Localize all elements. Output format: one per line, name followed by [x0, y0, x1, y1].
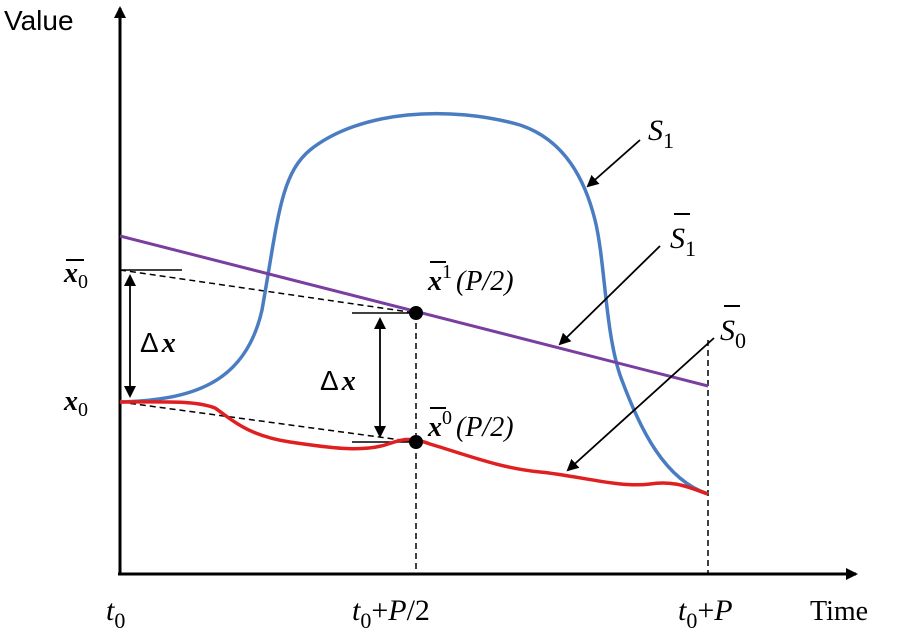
label-xbar0-point: x0 (P/2) [427, 407, 514, 443]
label-s1: S1 [648, 114, 674, 153]
pointer-arrow-s1 [586, 139, 641, 188]
pointer-arrow-s0bar [566, 337, 715, 472]
label-s0bar: S0 [720, 305, 746, 353]
tick-t-half: t0+P/2 [352, 594, 430, 632]
svg-text:x0: x0 [63, 258, 88, 293]
svg-text:S0: S0 [720, 314, 746, 353]
y-mark-x0: x0 [63, 386, 88, 421]
svg-text:x0: x0 [63, 386, 88, 421]
tick-t0: t0 [106, 594, 125, 632]
x-axis-label: Time [810, 596, 868, 627]
y-axis-label: Value [4, 5, 74, 36]
svg-text:x0(P/2): x0 (P/2) [427, 407, 514, 443]
label-s1bar: S1 [670, 213, 696, 261]
curve-s1 [119, 111, 709, 496]
point-xbar0 [409, 435, 423, 449]
pointer-arrow-s1bar [558, 245, 661, 346]
tick-t-full: t0+P [678, 594, 733, 632]
point-xbar1 [409, 306, 423, 320]
y-mark-xbar0: x0 [63, 258, 88, 293]
svg-text:x1(P/2): x1 (P/2) [427, 261, 514, 297]
curve-s0bar [119, 400, 709, 496]
label-xbar1: x1 (P/2) [427, 261, 514, 297]
svg-text:S1: S1 [670, 222, 696, 261]
